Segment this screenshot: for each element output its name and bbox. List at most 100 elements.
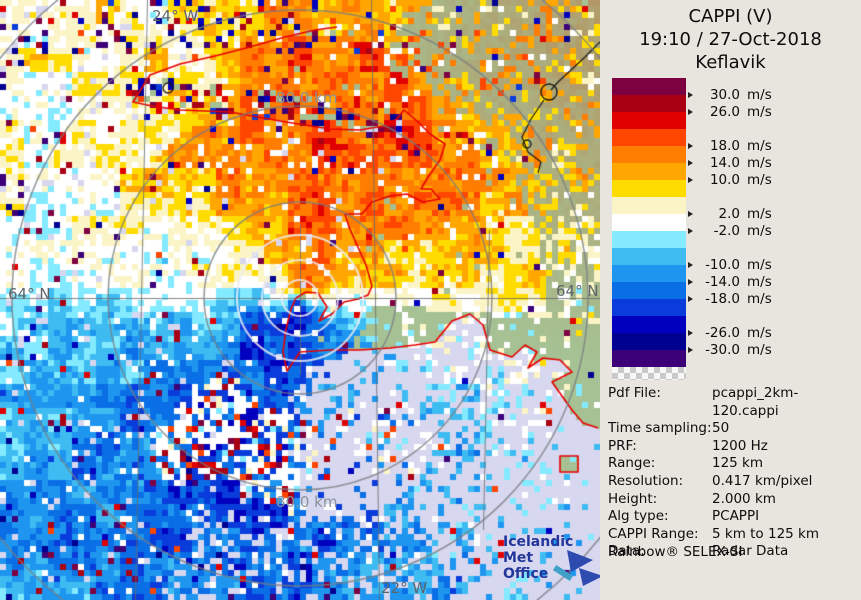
metadata-value: 125 km — [712, 455, 764, 472]
scale-tick: -10.0 m/s — [688, 257, 772, 273]
tick-value: 18.0 — [709, 138, 740, 154]
metadata-label: Data: — [608, 543, 645, 560]
scale-tick: -14.0 m/s — [688, 274, 772, 290]
metadata-row: Time sampling: 50 — [608, 420, 858, 438]
tick-arrow-icon — [688, 92, 693, 98]
scale-tick: -30.0 m/s — [688, 342, 772, 358]
tick-value: -2.0 — [713, 223, 740, 239]
tick-arrow-icon — [688, 262, 693, 268]
tick-value: 14.0 — [709, 155, 740, 171]
tick-value: -14.0 — [705, 274, 740, 290]
color-scale-box — [612, 333, 686, 350]
product-title-block: CAPPI (V) 19:10 / 27-Oct-2018 Keflavik — [600, 5, 861, 74]
tick-arrow-icon — [688, 177, 693, 183]
scale-tick: -26.0 m/s — [688, 325, 772, 341]
tick-unit: m/s — [747, 104, 772, 120]
metadata-row: Alg type: PCAPPI — [608, 508, 858, 526]
tick-unit: m/s — [747, 257, 772, 273]
metadata-row: Pdf File: pcappi_2km-120.cappi — [608, 385, 858, 420]
scale-tick: 10.0 m/s — [688, 172, 772, 188]
tick-value: -18.0 — [705, 291, 740, 307]
tick-value: -30.0 — [705, 342, 740, 358]
tick-arrow-icon — [688, 330, 693, 336]
tick-arrow-icon — [688, 347, 693, 353]
color-scale-box — [612, 265, 686, 282]
metadata-value: 2.000 km — [712, 490, 776, 507]
metadata-label: Alg type: — [608, 508, 669, 525]
tick-arrow-icon — [688, 143, 693, 149]
transparency-checker — [612, 367, 686, 380]
metadata-value: 5 km to 125 km — [712, 525, 820, 542]
tick-value: -26.0 — [705, 325, 740, 341]
tick-unit: m/s — [747, 138, 772, 154]
color-scale-box — [612, 299, 686, 316]
tick-unit: m/s — [747, 342, 772, 358]
software-name-footer: Rainbow® SELEX-SI — [608, 544, 743, 560]
metadata-row: CAPPI Range: 5 km to 125 km — [608, 526, 858, 544]
tick-value: 26.0 — [709, 104, 740, 120]
tick-arrow-icon — [688, 109, 693, 115]
tick-arrow-icon — [688, 228, 693, 234]
metadata-row: Range: 125 km — [608, 455, 858, 473]
tick-arrow-icon — [688, 296, 693, 302]
tick-unit: m/s — [747, 223, 772, 239]
scale-tick: -18.0 m/s — [688, 291, 772, 307]
metadata-label: Pdf File: — [608, 385, 661, 401]
metadata-row: Height: 2.000 km — [608, 491, 858, 509]
metadata-value: 0.417 km/pixel — [712, 472, 813, 489]
metadata-label: Time sampling: — [608, 420, 712, 437]
velocity-color-scale — [612, 78, 686, 367]
tick-unit: m/s — [747, 155, 772, 171]
tick-arrow-icon — [688, 279, 693, 285]
tick-unit: m/s — [747, 87, 772, 103]
scale-tick: 26.0 m/s — [688, 104, 772, 120]
tick-unit: m/s — [747, 325, 772, 341]
tick-unit: m/s — [747, 274, 772, 290]
scale-tick: -2.0 m/s — [688, 223, 772, 239]
metadata-value: 50 — [712, 420, 730, 437]
radar-map: 24° W 80.0 km 64° N 64° N 80.0 km 22° W Icela… — [0, 0, 603, 600]
color-scale-box — [612, 350, 686, 367]
metadata-label: Height: — [608, 490, 658, 507]
scale-tick: 2.0 m/s — [688, 206, 772, 222]
scale-tick: 30.0 m/s — [688, 87, 772, 103]
color-scale-box — [612, 163, 686, 180]
product-datetime: 19:10 / 27-Oct-2018 — [639, 29, 822, 50]
tick-unit: m/s — [747, 172, 772, 188]
metadata-label: PRF: — [608, 437, 637, 454]
metadata-value: 1200 Hz — [712, 437, 768, 454]
tick-value: -10.0 — [705, 257, 740, 273]
color-scale-box — [612, 214, 686, 231]
metadata-value: PCAPPI — [712, 508, 760, 525]
color-scale-box — [612, 146, 686, 163]
product-site: Keflavik — [695, 52, 766, 73]
metadata-label: Range: — [608, 455, 656, 472]
color-scale-box — [612, 112, 686, 129]
radar-map-canvas[interactable] — [0, 0, 600, 600]
tick-value: 10.0 — [709, 172, 740, 188]
tick-unit: m/s — [747, 206, 772, 222]
metadata-row: Data: Radar Data — [608, 543, 858, 561]
scale-tick: 14.0 m/s — [688, 155, 772, 171]
metadata-label: CAPPI Range: — [608, 525, 699, 542]
metadata-value: pcappi_2km-120.cappi — [712, 385, 799, 419]
metadata-row: PRF: 1200 Hz — [608, 438, 858, 456]
metadata-label: Resolution: — [608, 472, 684, 489]
metadata-value: Radar Data — [712, 543, 789, 560]
color-scale-box — [612, 248, 686, 265]
tick-arrow-icon — [688, 211, 693, 217]
metadata-row: Resolution: 0.417 km/pixel — [608, 473, 858, 491]
color-scale-box — [612, 316, 686, 333]
color-scale-box — [612, 95, 686, 112]
color-scale-box — [612, 231, 686, 248]
color-scale-box — [612, 282, 686, 299]
color-scale-box — [612, 129, 686, 146]
color-scale-box — [612, 78, 686, 95]
tick-value: 2.0 — [718, 206, 740, 222]
color-scale-box — [612, 180, 686, 197]
color-scale-box — [612, 197, 686, 214]
tick-value: 30.0 — [709, 87, 740, 103]
product-info-panel: CAPPI (V) 19:10 / 27-Oct-2018 Keflavik 3… — [600, 0, 861, 600]
tick-unit: m/s — [747, 291, 772, 307]
